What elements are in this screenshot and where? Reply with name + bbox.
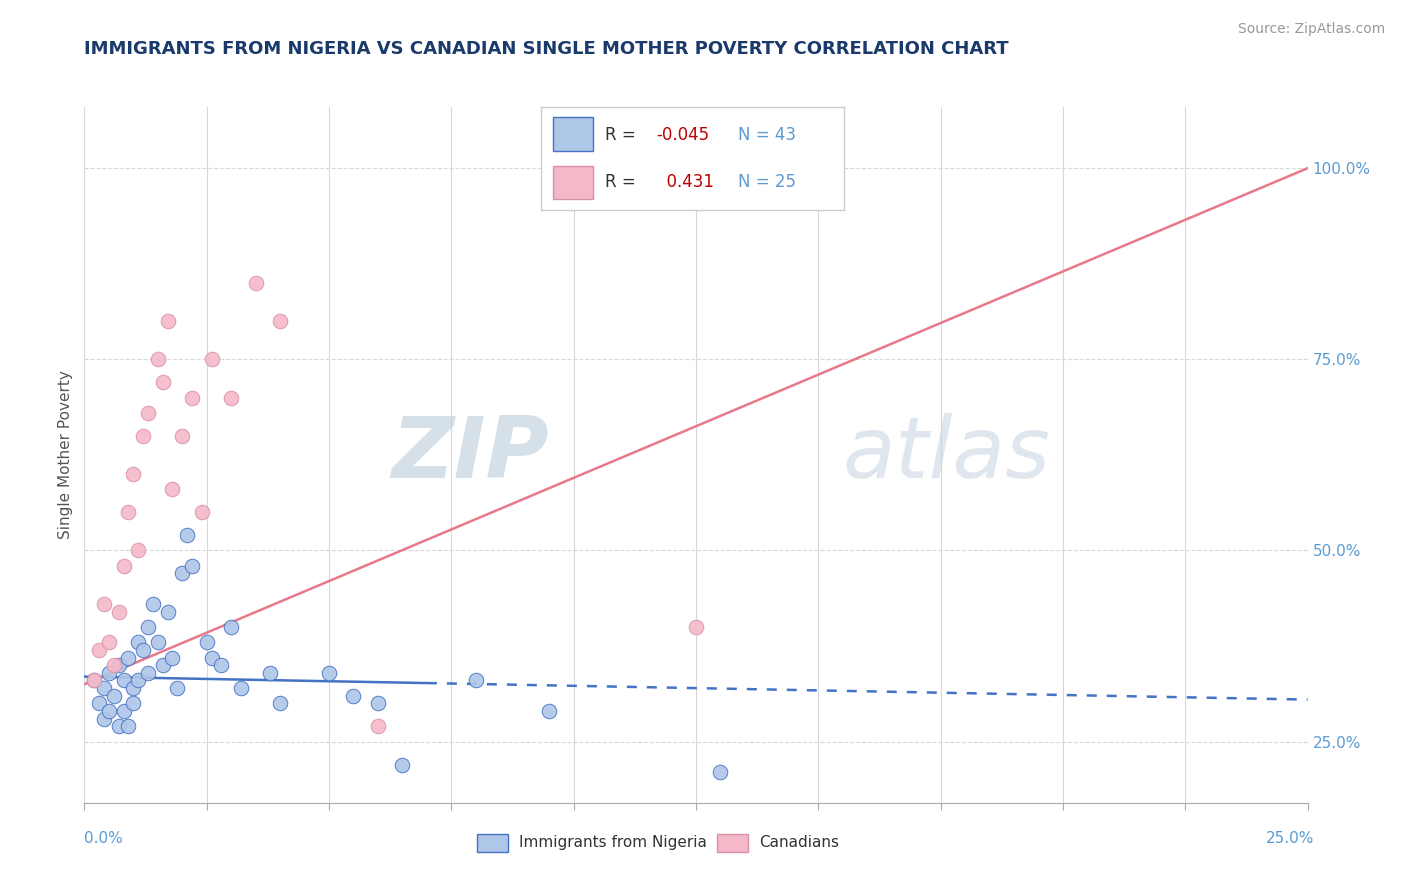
Point bbox=[172, 429, 194, 443]
Point bbox=[685, 620, 707, 634]
Point bbox=[136, 620, 159, 634]
Text: -0.045: -0.045 bbox=[657, 126, 709, 144]
Text: 25.0%: 25.0% bbox=[1267, 831, 1315, 847]
Point bbox=[209, 658, 232, 673]
FancyBboxPatch shape bbox=[554, 166, 593, 199]
Point bbox=[156, 605, 179, 619]
Text: Immigrants from Nigeria: Immigrants from Nigeria bbox=[519, 836, 707, 850]
Point bbox=[136, 665, 159, 680]
Point bbox=[127, 635, 149, 649]
Point bbox=[229, 681, 252, 695]
Point bbox=[117, 719, 139, 733]
Point bbox=[122, 697, 145, 711]
Point bbox=[87, 643, 110, 657]
Y-axis label: Single Mother Poverty: Single Mother Poverty bbox=[58, 370, 73, 540]
Point bbox=[219, 620, 242, 634]
Point bbox=[132, 643, 155, 657]
Point bbox=[152, 376, 174, 390]
Point bbox=[142, 597, 165, 611]
Point bbox=[146, 352, 169, 367]
Text: atlas: atlas bbox=[842, 413, 1050, 497]
Point bbox=[122, 681, 145, 695]
Point bbox=[87, 697, 110, 711]
Point bbox=[176, 528, 198, 542]
Point bbox=[195, 635, 218, 649]
Point bbox=[367, 719, 389, 733]
Point bbox=[200, 650, 222, 665]
Point bbox=[83, 673, 105, 688]
Point bbox=[107, 605, 129, 619]
Point bbox=[181, 391, 204, 405]
Point bbox=[162, 483, 184, 497]
Point bbox=[269, 314, 291, 328]
Point bbox=[103, 658, 125, 673]
Text: R =: R = bbox=[605, 126, 636, 144]
Point bbox=[97, 704, 120, 718]
Point bbox=[97, 635, 120, 649]
Point bbox=[122, 467, 145, 481]
FancyBboxPatch shape bbox=[554, 118, 593, 151]
Text: IMMIGRANTS FROM NIGERIA VS CANADIAN SINGLE MOTHER POVERTY CORRELATION CHART: IMMIGRANTS FROM NIGERIA VS CANADIAN SING… bbox=[84, 40, 1010, 58]
Point bbox=[318, 665, 340, 680]
Point bbox=[136, 406, 159, 420]
Point bbox=[112, 558, 135, 573]
Point bbox=[191, 505, 214, 519]
Point bbox=[464, 673, 486, 688]
Point bbox=[269, 697, 291, 711]
Point bbox=[107, 719, 129, 733]
Point bbox=[156, 314, 179, 328]
Text: N = 43: N = 43 bbox=[738, 126, 796, 144]
Text: 0.0%: 0.0% bbox=[84, 831, 124, 847]
Point bbox=[112, 673, 135, 688]
Point bbox=[166, 681, 188, 695]
Point bbox=[127, 543, 149, 558]
Point bbox=[97, 665, 120, 680]
Text: Canadians: Canadians bbox=[759, 836, 839, 850]
Point bbox=[93, 597, 115, 611]
Point bbox=[83, 673, 105, 688]
Point bbox=[245, 276, 267, 290]
Point bbox=[107, 658, 129, 673]
Point bbox=[127, 673, 149, 688]
Point bbox=[117, 505, 139, 519]
Point bbox=[181, 558, 204, 573]
Text: R =: R = bbox=[605, 173, 636, 191]
Point bbox=[538, 704, 561, 718]
Point bbox=[172, 566, 194, 581]
Point bbox=[103, 689, 125, 703]
Point bbox=[259, 665, 281, 680]
Text: ZIP: ZIP bbox=[391, 413, 550, 497]
Text: N = 25: N = 25 bbox=[738, 173, 796, 191]
Point bbox=[93, 681, 115, 695]
Point bbox=[219, 391, 242, 405]
Point bbox=[367, 697, 389, 711]
Point bbox=[152, 658, 174, 673]
Point bbox=[200, 352, 222, 367]
Point bbox=[117, 650, 139, 665]
Point bbox=[146, 635, 169, 649]
Text: 0.431: 0.431 bbox=[657, 173, 714, 191]
Point bbox=[709, 765, 731, 780]
Point bbox=[162, 650, 184, 665]
Text: Source: ZipAtlas.com: Source: ZipAtlas.com bbox=[1237, 22, 1385, 37]
Point bbox=[342, 689, 364, 703]
Point bbox=[112, 704, 135, 718]
Point bbox=[132, 429, 155, 443]
Point bbox=[391, 757, 413, 772]
Point bbox=[93, 712, 115, 726]
